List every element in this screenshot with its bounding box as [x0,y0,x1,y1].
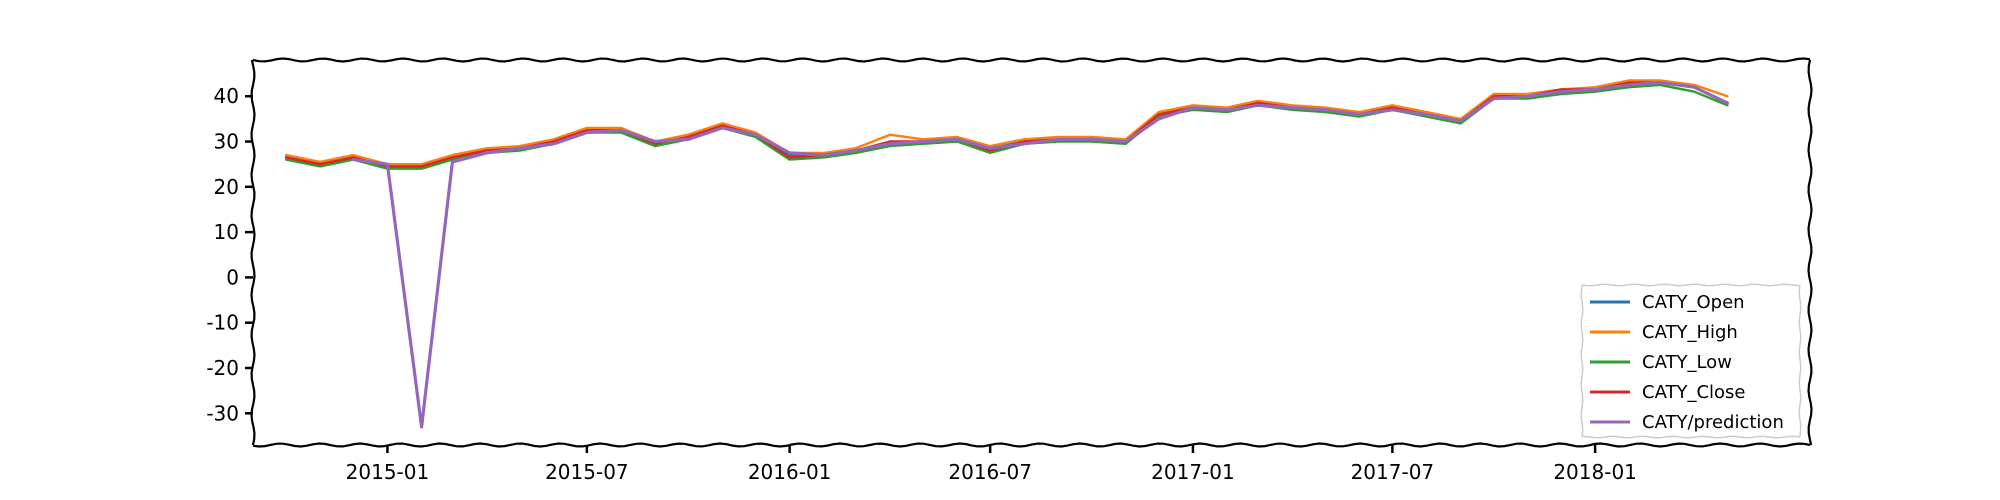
x-tick-label: 2015-07 [545,460,629,484]
y-axis: 40 30 20 10 0 -10 -20 -30 [206,84,253,425]
x-tick-label: 2016-01 [748,460,832,484]
y-tick-label: -20 [206,356,239,380]
y-tick-label: 20 [214,175,239,199]
plot-area [284,79,1729,429]
y-tick-label: 10 [214,220,239,244]
series-line-caty-high [284,79,1729,166]
x-tick-label: 2017-07 [1351,460,1435,484]
y-tick-label: 30 [214,130,239,154]
plot-frame [250,57,1813,448]
legend-label-caty-high: CATY_High [1642,322,1738,343]
y-tick-label: -10 [206,311,239,335]
legend-label-caty-open: CATY_Open [1642,292,1745,313]
y-tick-label: 40 [214,84,239,108]
x-tick-label: 2016-07 [948,460,1032,484]
legend: CATY_Open CATY_High CATY_Low CATY_Close CATY… [1580,283,1802,439]
y-tick-label: 0 [226,265,239,289]
series-line-caty-prediction [351,81,1729,429]
x-axis: 2015-01 2015-07 2016-01 2016-07 2017-01 2017-… [346,445,1637,484]
legend-label-caty-close: CATY_Close [1642,382,1746,403]
legend-label-caty-prediction: CATY/prediction [1642,412,1784,433]
x-tick-label: 2017-01 [1151,460,1235,484]
series-line-caty-close [284,81,1729,168]
y-tick-label: -30 [206,401,239,425]
x-tick-label: 2015-01 [346,460,430,484]
legend-box [1580,283,1802,439]
x-tick-label: 2018-01 [1553,460,1637,484]
legend-label-caty-low: CATY_Low [1642,352,1732,373]
